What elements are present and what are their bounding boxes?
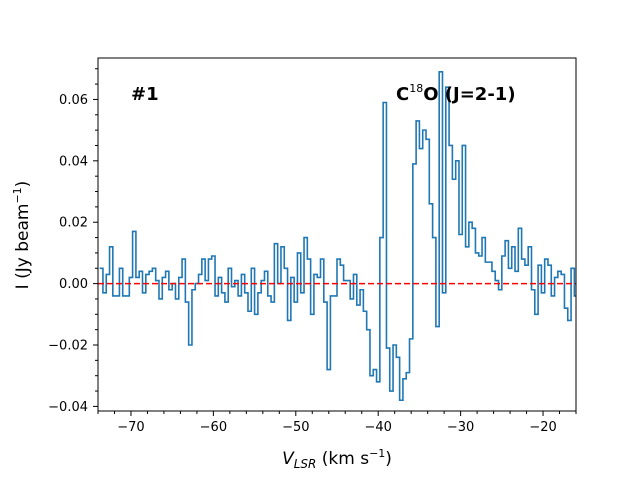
annotation-field-id: #1 [131,84,159,105]
x-axis-title-exp: −1 [369,447,385,460]
plot-frame [97,57,577,412]
y-axis-title-close: ) [13,181,33,188]
ticks-layer: −70 −60 −50 −40 −30 −20 −0.04 −0.02 0.00 0.02 0.04… [48,68,577,435]
x-tick-label: −20 [529,420,556,435]
series-layer [98,71,576,402]
y-axis-title-main: I (Jy beam [13,204,33,290]
y-axis-title: I (Jy beam−1) [11,181,33,290]
x-axis-title-close: ) [385,449,392,469]
x-tick-label: −70 [117,420,144,435]
x-tick-label: −30 [447,420,474,435]
annotation-molecule: C18O (J=2-1) [396,82,516,105]
y-tick-label: −0.02 [48,339,88,354]
y-tick-label: 0.00 [59,277,88,292]
annotation-molecule-suffix: O (J=2-1) [423,84,515,105]
x-tick-label: −40 [364,420,391,435]
annotation-molecule-prefix: C [396,84,409,105]
x-tick-label: −50 [282,420,309,435]
x-axis-title: VLSR (km s−1) [282,447,392,471]
series-line-spectrum [99,71,576,402]
y-tick-label: 0.06 [59,93,88,108]
annotation-molecule-isotope: 18 [409,82,423,95]
x-axis-title-units: (km s [316,449,369,469]
y-tick-label: 0.02 [59,216,88,231]
x-axis-title-main: V [282,449,295,469]
y-tick-label: 0.04 [59,154,88,169]
y-tick-label: −0.04 [48,400,88,415]
x-axis-title-sub: LSR [294,457,317,471]
x-tick-label: −60 [200,420,227,435]
y-axis-title-exp: −1 [11,187,24,203]
